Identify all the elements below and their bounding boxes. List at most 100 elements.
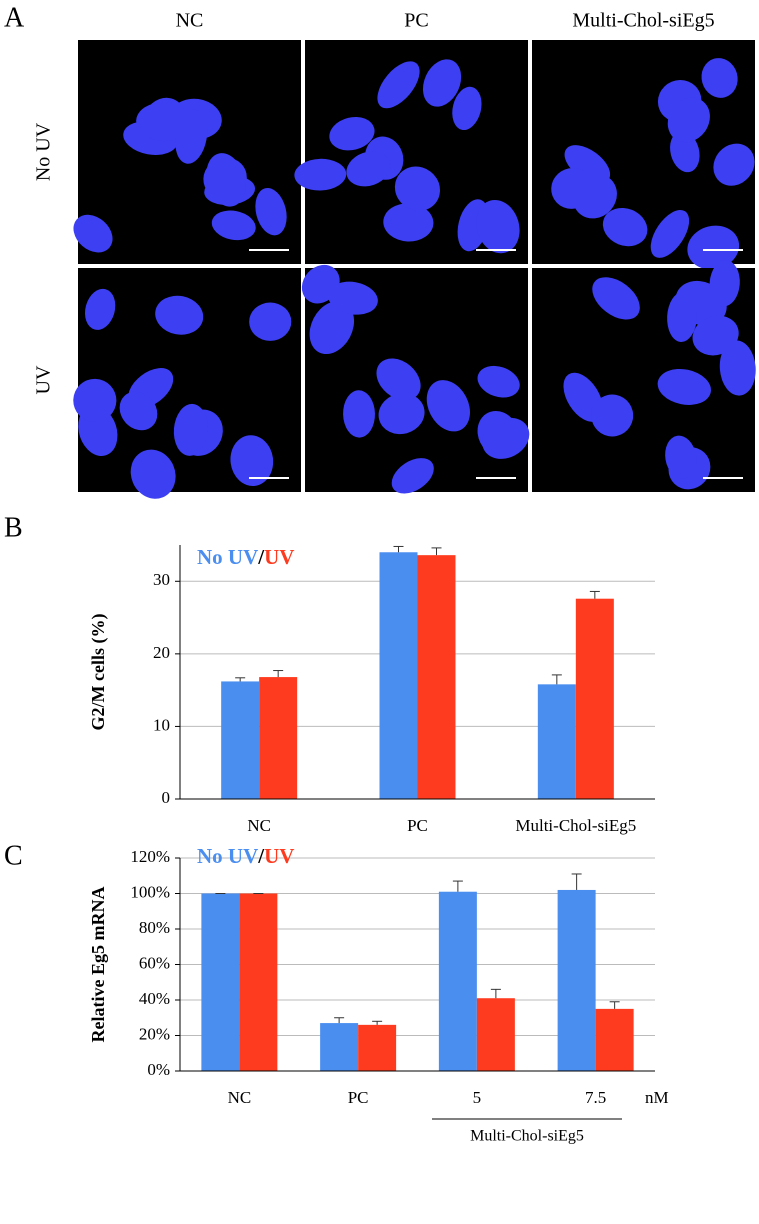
x-tick-label: 7.5: [585, 1088, 606, 1107]
panel-label: C: [4, 840, 23, 871]
nucleus: [249, 302, 292, 341]
micrograph: [532, 260, 756, 492]
bar: [537, 684, 576, 799]
nucleus: [377, 61, 420, 109]
bar: [320, 1023, 359, 1071]
x-tick-label: NC: [228, 1088, 252, 1107]
legend-separator: /: [257, 844, 265, 868]
legend-separator: /: [257, 545, 265, 569]
column-label: NC: [176, 10, 204, 32]
bar: [201, 893, 240, 1071]
nucleus: [665, 435, 697, 479]
nucleus: [701, 58, 738, 98]
nucleus: [211, 210, 256, 241]
legend-entry: UV: [264, 844, 294, 868]
nucleus: [452, 86, 482, 131]
nucleus: [309, 301, 355, 355]
nucleus: [136, 102, 191, 142]
legend-entry: No UV: [197, 545, 258, 569]
y-axis-label: Relative Eg5 mRNA: [88, 887, 108, 1043]
bar: [379, 552, 418, 799]
y-tick-label: 30: [153, 570, 170, 589]
panel-label: A: [4, 2, 25, 33]
nucleus: [255, 187, 287, 236]
nucleus: [667, 291, 698, 342]
nucleus: [391, 458, 434, 494]
row-label: UV: [33, 365, 55, 394]
legend-entry: UV: [264, 545, 294, 569]
column-label: Multi-Chol-siEg5: [572, 10, 714, 32]
nucleus: [119, 391, 158, 431]
nucleus: [422, 59, 462, 107]
nucleus: [155, 295, 204, 335]
nucleus: [719, 340, 756, 396]
nucleus: [667, 97, 710, 143]
micrograph: [73, 40, 301, 264]
bar: [221, 681, 260, 799]
bar: [358, 1024, 397, 1071]
legend: No UV/UV: [197, 844, 294, 868]
nucleus: [294, 158, 347, 191]
x-tick-label: NC: [247, 816, 271, 835]
bar: [259, 677, 298, 799]
nucleus: [383, 203, 434, 242]
y-tick-label: 120%: [130, 847, 170, 866]
x-tick-label: Multi-Chol-siEg5: [515, 816, 636, 835]
x-tick-label: 5: [473, 1088, 482, 1107]
nucleus: [130, 449, 176, 499]
nucleus: [692, 315, 739, 356]
bar: [239, 893, 278, 1071]
nucleus: [713, 143, 755, 186]
bar: [417, 555, 456, 799]
y-tick-label: 20%: [139, 1024, 170, 1043]
nucleus: [376, 358, 421, 401]
nucleus: [378, 393, 425, 435]
nucleus: [709, 260, 740, 307]
nucleus: [173, 403, 208, 456]
x-tick-label: PC: [348, 1088, 369, 1107]
nucleus: [572, 173, 617, 219]
legend-entry: No UV: [197, 844, 258, 868]
micrograph: [73, 268, 301, 499]
micrograph: [294, 40, 528, 264]
y-tick-label: 60%: [139, 953, 170, 972]
nucleus: [426, 380, 470, 432]
nucleus: [602, 207, 648, 247]
nucleus: [591, 394, 634, 437]
nucleus: [394, 166, 441, 211]
nucleus: [327, 281, 378, 315]
nucleus: [687, 225, 740, 270]
nucleus: [670, 131, 700, 173]
nucleus: [343, 390, 375, 438]
nucleus: [73, 214, 113, 253]
nucleus: [301, 264, 340, 304]
nucleus: [346, 151, 391, 187]
nucleus: [84, 288, 116, 330]
y-tick-label: 40%: [139, 989, 170, 1008]
y-tick-label: 0: [162, 788, 171, 807]
nucleus: [230, 435, 274, 486]
x-tick-label: PC: [407, 816, 428, 835]
bar: [595, 1008, 634, 1071]
nucleus: [73, 378, 117, 422]
y-axis-label: G2/M cells (%): [88, 614, 109, 731]
column-label: PC: [404, 10, 428, 32]
bar: [438, 891, 477, 1071]
y-tick-label: 10: [153, 715, 170, 734]
nucleus: [592, 277, 640, 320]
nucleus: [657, 368, 711, 405]
row-label: No UV: [33, 122, 55, 181]
y-tick-label: 80%: [139, 918, 170, 937]
bar: [476, 998, 515, 1071]
y-tick-label: 20: [153, 643, 170, 662]
bar: [557, 889, 596, 1071]
panel-label: B: [4, 512, 23, 543]
nucleus: [329, 116, 375, 151]
nucleus: [650, 209, 690, 258]
micrograph: [532, 40, 755, 270]
x-unit: nM: [645, 1088, 669, 1107]
group-label: Multi-Chol-siEg5: [470, 1128, 584, 1145]
nucleus: [206, 153, 246, 207]
nucleus: [482, 417, 530, 459]
